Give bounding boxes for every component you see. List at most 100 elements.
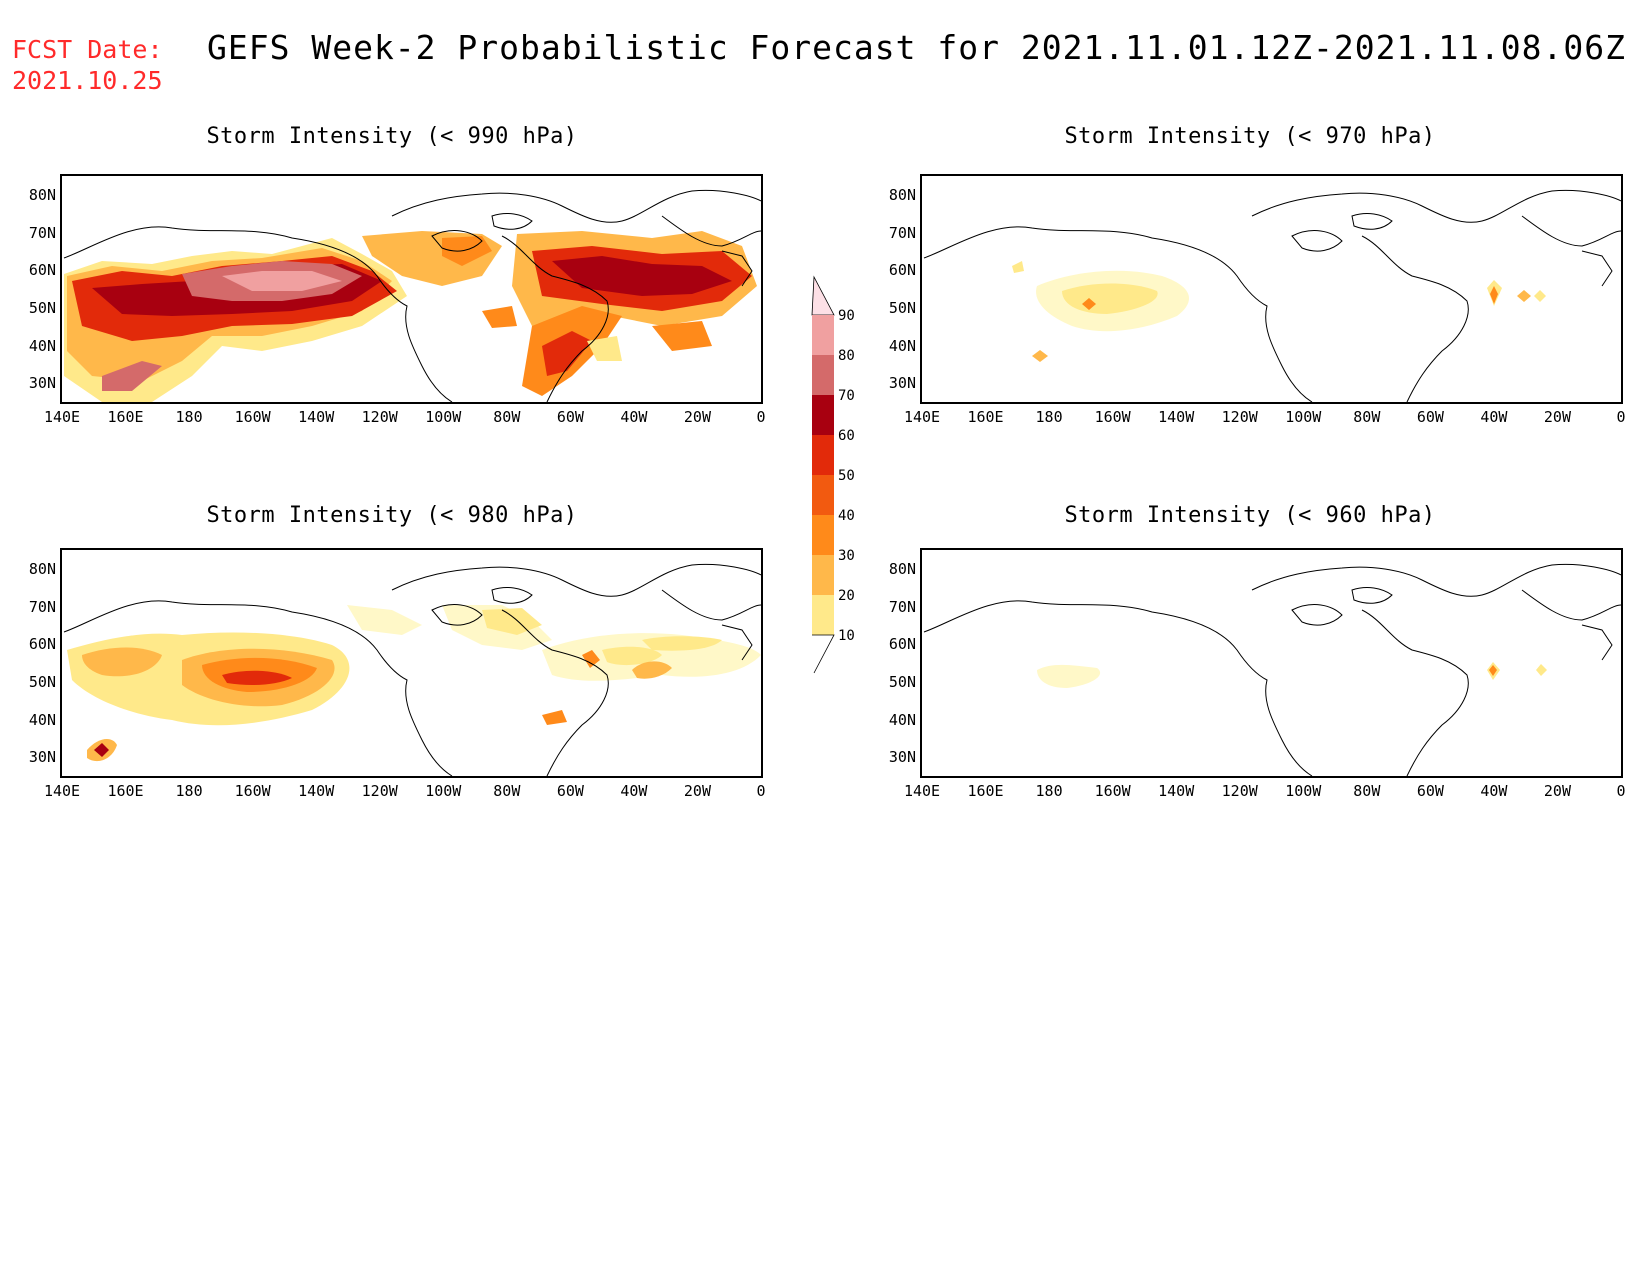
lon-label: 160W: [234, 782, 271, 800]
lon-label: 160W: [1094, 782, 1131, 800]
lon-label: 0: [1616, 782, 1626, 800]
lat-label: 30N: [28, 374, 56, 393]
colorbar-swatch: [812, 435, 834, 475]
panel-title-970: Storm Intensity (< 970 hPa): [1064, 124, 1436, 149]
colorbar-label: 90: [838, 308, 855, 324]
lat-label: 80N: [28, 185, 56, 204]
lon-label: 100W: [425, 782, 462, 800]
lat-label: 70N: [28, 597, 56, 616]
lon-label: 60W: [556, 408, 584, 426]
colorbar: 90 80 70 60 50 40 30 20 10: [810, 275, 870, 689]
lon-label: 80W: [493, 408, 521, 426]
map-panel-970: [920, 174, 1623, 404]
main-title: GEFS Week-2 Probabilistic Forecast for 2…: [207, 28, 1627, 67]
lon-label: 180: [175, 408, 203, 426]
lat-label: 80N: [888, 559, 916, 578]
lat-label: 50N: [888, 298, 916, 317]
lon-label: 40W: [1480, 782, 1508, 800]
lon-label: 140E: [903, 782, 941, 800]
lat-label: 60N: [28, 635, 56, 654]
lon-label: 60W: [556, 782, 584, 800]
lat-label: 70N: [888, 223, 916, 242]
lon-label: 180: [1035, 408, 1063, 426]
colorbar-label: 60: [838, 428, 855, 444]
lon-label: 140E: [903, 408, 941, 426]
colorbar-label: 10: [838, 628, 855, 644]
colorbar-swatch: [812, 595, 834, 635]
lon-label: 120W: [1221, 782, 1258, 800]
lat-label: 40N: [888, 710, 916, 729]
lon-label: 40W: [620, 408, 648, 426]
colorbar-bottom-triangle: [812, 634, 835, 674]
lon-label: 0: [756, 782, 766, 800]
fcst-date-value: 2021.10.25: [12, 66, 163, 95]
lat-label: 50N: [888, 672, 916, 691]
lat-label: 40N: [28, 710, 56, 729]
coastlines-970: [923, 189, 1621, 402]
colorbar-label: 80: [838, 348, 855, 364]
lat-label: 60N: [28, 261, 56, 280]
probability-fill-960: [1037, 662, 1547, 688]
probability-fill-980: [67, 605, 761, 762]
fcst-date-label: FCST Date:: [12, 35, 163, 64]
lon-label: 140W: [1158, 782, 1195, 800]
probability-fill-970: [1012, 261, 1546, 362]
lat-label: 70N: [28, 223, 56, 242]
map-panel-990: [60, 174, 763, 404]
panel-title-980: Storm Intensity (< 980 hPa): [206, 503, 578, 528]
colorbar-swatch: [812, 315, 834, 355]
lon-label: 20W: [683, 408, 711, 426]
colorbar-swatch: [812, 515, 834, 555]
colorbar-label: 20: [838, 588, 855, 604]
lon-label: 180: [175, 782, 203, 800]
panel-title-990: Storm Intensity (< 990 hPa): [206, 124, 578, 149]
lat-label: 30N: [28, 748, 56, 767]
lon-label: 80W: [1353, 408, 1381, 426]
lon-label: 20W: [1543, 408, 1571, 426]
fcst-date: FCST Date: 2021.10.25: [12, 34, 163, 96]
lat-label: 30N: [888, 748, 916, 767]
lon-label: 160E: [967, 782, 1004, 800]
lon-label: 20W: [683, 782, 711, 800]
lat-label: 50N: [28, 672, 56, 691]
coastlines-990: [63, 189, 761, 402]
lon-label: 160E: [967, 408, 1004, 426]
lon-label: 140E: [43, 408, 81, 426]
coastlines-980: [63, 563, 761, 776]
map-panel-960: [920, 548, 1623, 778]
colorbar-label: 50: [838, 468, 855, 484]
colorbar-swatch: [812, 555, 834, 595]
lon-label: 80W: [1353, 782, 1381, 800]
map-980-svg: [63, 563, 761, 776]
lon-label: 140W: [298, 782, 335, 800]
lon-label: 60W: [1416, 408, 1444, 426]
lat-label: 60N: [888, 635, 916, 654]
lat-label: 70N: [888, 597, 916, 616]
lat-label: 40N: [888, 336, 916, 355]
lon-label: 20W: [1543, 782, 1571, 800]
lon-label: 60W: [1416, 782, 1444, 800]
lat-label: 30N: [888, 374, 916, 393]
lon-label: 100W: [1285, 782, 1322, 800]
lon-label: 120W: [1221, 408, 1258, 426]
colorbar-swatch: [812, 475, 834, 515]
lon-label: 0: [1616, 408, 1626, 426]
lon-label: 140W: [298, 408, 335, 426]
lon-label: 160W: [234, 408, 271, 426]
colorbar-swatch: [812, 395, 834, 435]
colorbar-top-triangle: [811, 275, 835, 316]
lon-label: 180: [1035, 782, 1063, 800]
lat-label: 80N: [888, 185, 916, 204]
lon-label: 160E: [107, 782, 144, 800]
lon-label: 140W: [1158, 408, 1195, 426]
coastlines-960: [923, 563, 1621, 776]
lon-label: 0: [756, 408, 766, 426]
lat-label: 50N: [28, 298, 56, 317]
colorbar-label: 70: [838, 388, 855, 404]
lon-label: 80W: [493, 782, 521, 800]
map-990-svg: [63, 189, 761, 402]
lon-label: 100W: [1285, 408, 1322, 426]
lat-label: 80N: [28, 559, 56, 578]
probability-fill-990: [64, 231, 757, 402]
lon-label: 40W: [1480, 408, 1508, 426]
